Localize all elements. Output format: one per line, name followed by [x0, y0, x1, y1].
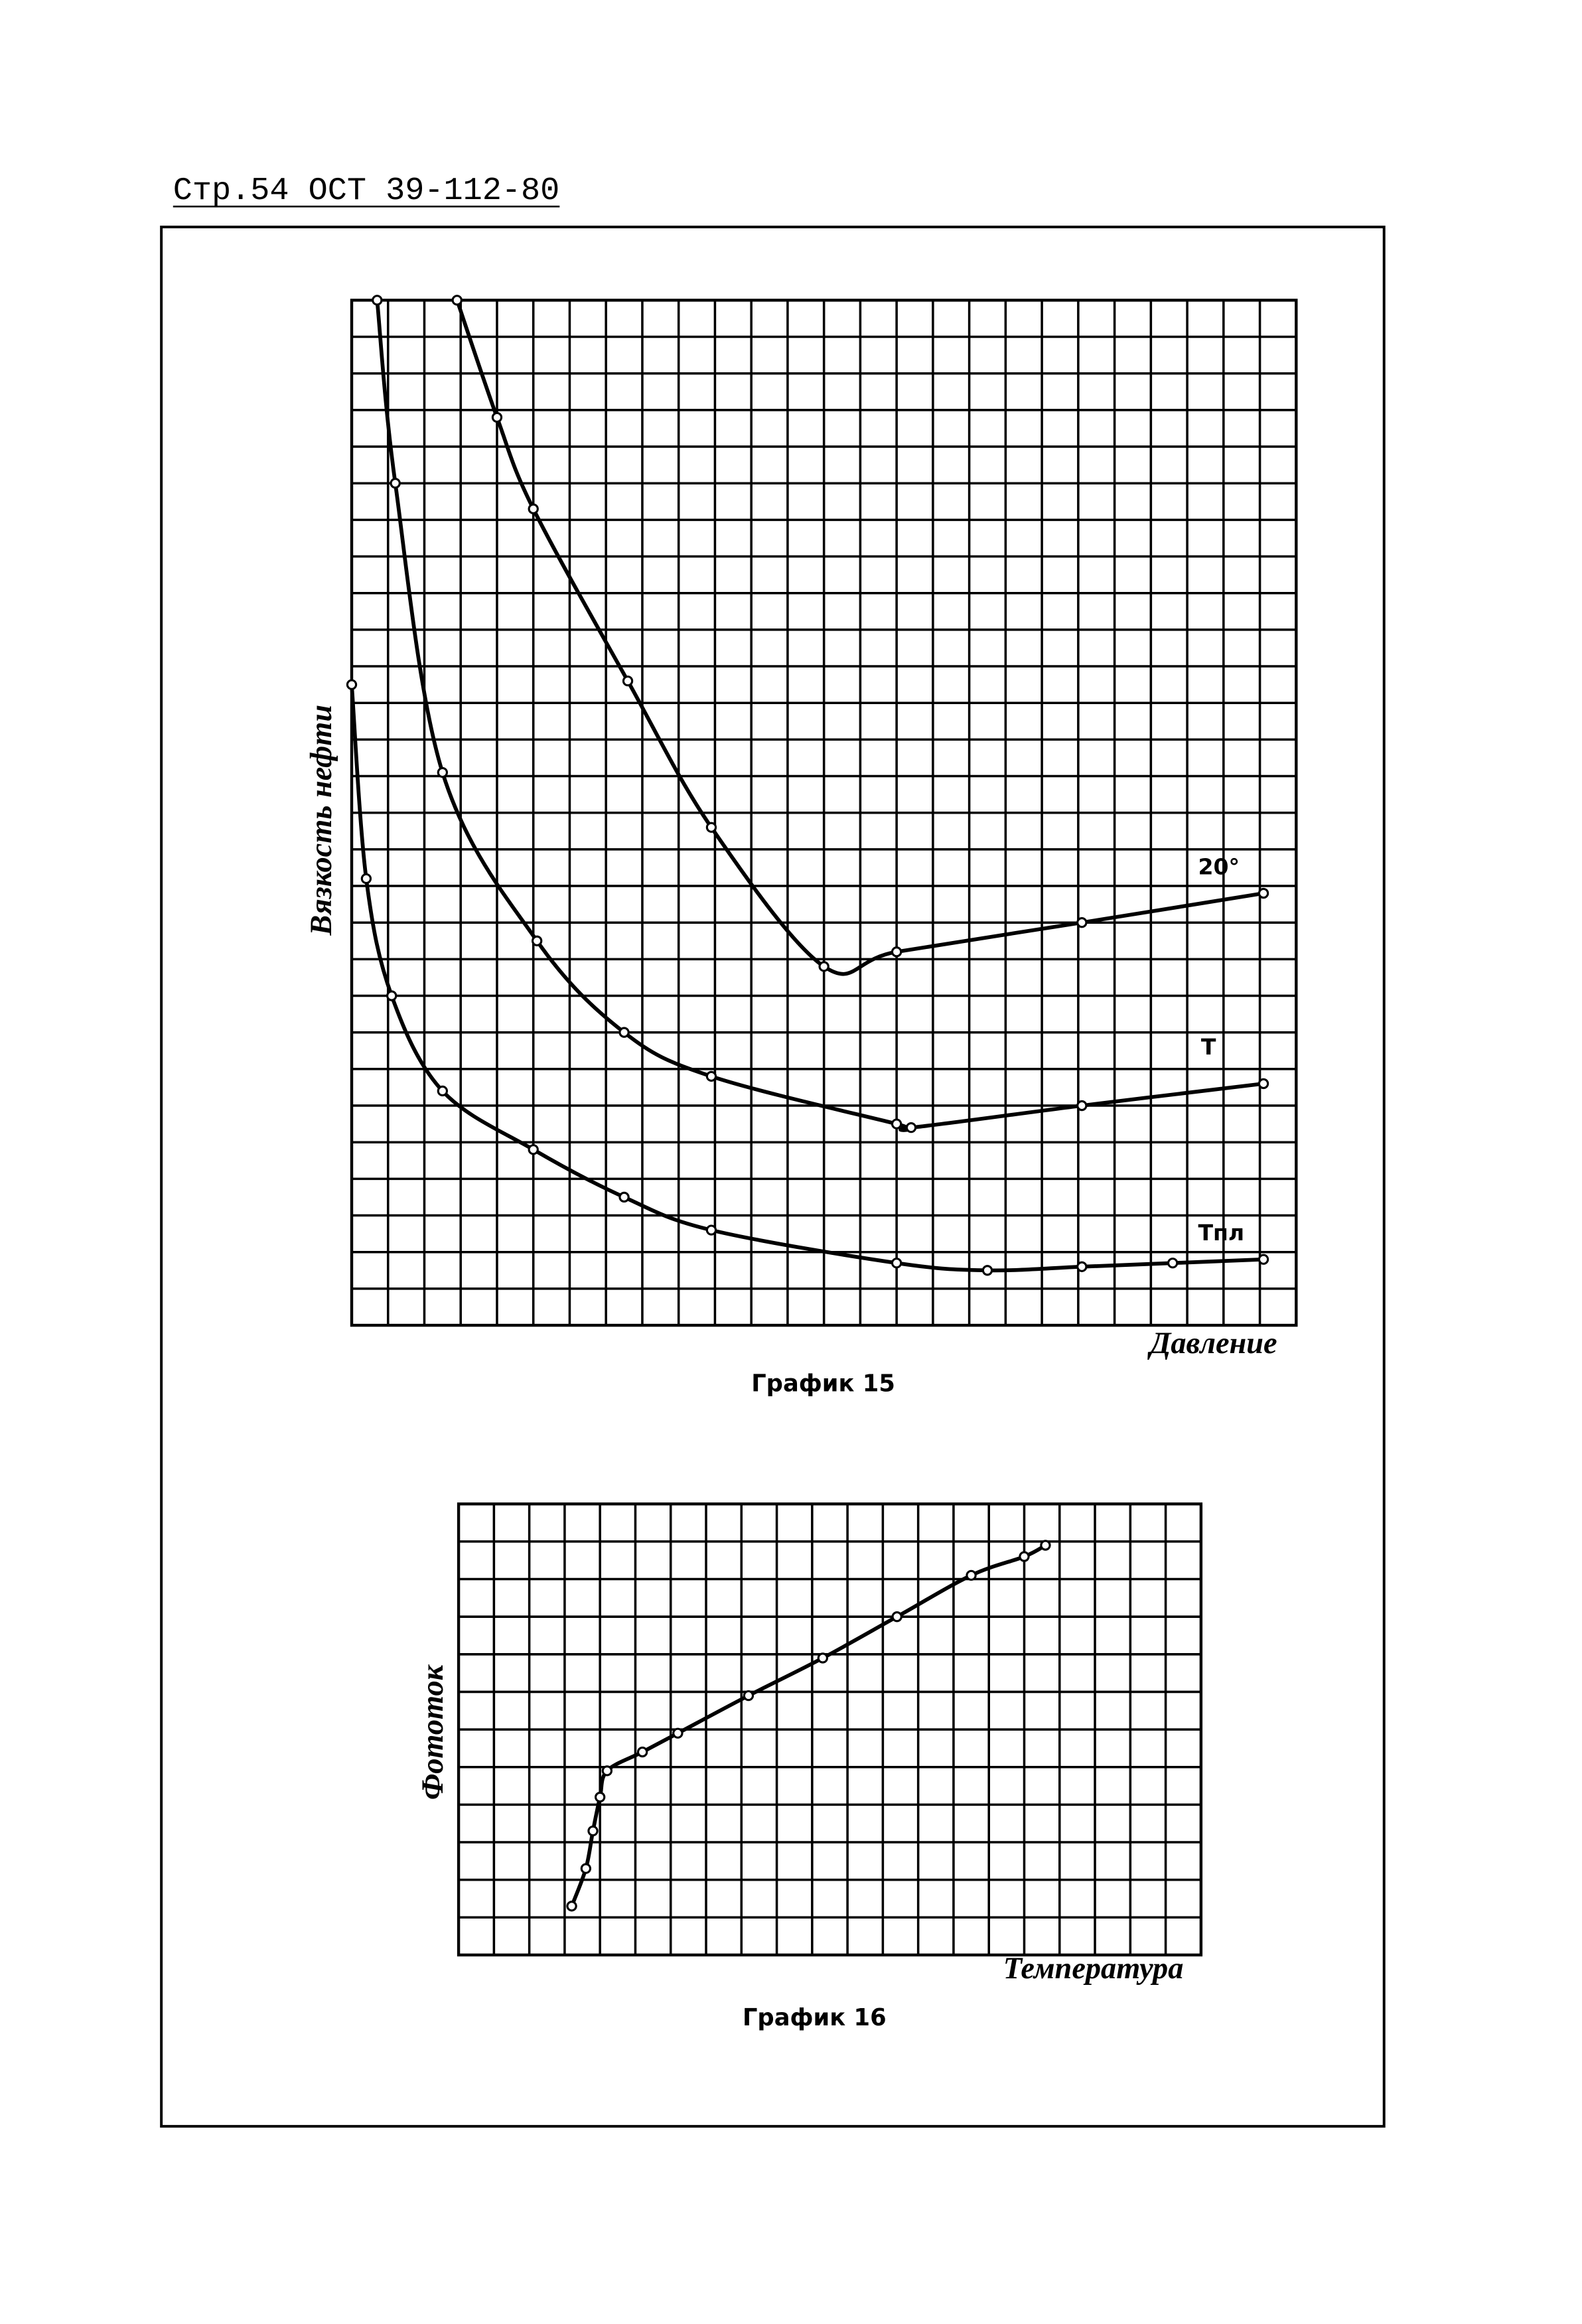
curve-label: Тпл: [1198, 1220, 1244, 1246]
data-point: [817, 1652, 828, 1664]
data-point: [966, 1569, 977, 1581]
data-point: [891, 1611, 902, 1623]
data-point: [386, 990, 397, 1001]
data-point: [618, 1191, 630, 1203]
curve-label: Т: [1201, 1034, 1216, 1060]
data-point: [1258, 1078, 1269, 1090]
data-point: [891, 946, 902, 958]
data-point: [891, 1258, 902, 1269]
data-point: [1076, 1100, 1088, 1112]
data-point: [705, 822, 717, 833]
data-point: [1019, 1551, 1030, 1562]
data-point: [1258, 1254, 1269, 1265]
data-point: [360, 873, 372, 885]
data-point: [528, 503, 539, 514]
data-point: [532, 935, 543, 946]
plot-frame: [350, 299, 1298, 1327]
chart-title: График 15: [751, 1370, 895, 1397]
x-axis-label: Температура: [1003, 1952, 1184, 1986]
data-point: [891, 1118, 902, 1129]
data-point: [390, 478, 401, 489]
data-point: [528, 1144, 539, 1155]
data-point: [1167, 1258, 1179, 1269]
data-point: [580, 1863, 592, 1874]
data-point: [818, 961, 829, 972]
data-point: [491, 411, 503, 423]
data-point: [346, 679, 358, 690]
curve-label: 20°: [1198, 853, 1240, 879]
header: Стр.54 ОСТ 39-112-80: [173, 173, 559, 209]
data-point: [451, 295, 463, 306]
data-point: [1258, 887, 1269, 899]
chart-title: График 16: [743, 2004, 887, 2031]
data-point: [1040, 1540, 1051, 1551]
data-point: [595, 1791, 606, 1803]
plot-frame: [457, 1502, 1203, 1957]
data-point: [601, 1765, 613, 1777]
data-point: [905, 1122, 917, 1133]
data-point: [622, 675, 634, 687]
data-point: [672, 1727, 683, 1739]
curve: [375, 300, 1264, 1132]
data-point: [372, 295, 383, 306]
x-axis-label: Давление: [1147, 1327, 1277, 1360]
data-point: [743, 1690, 755, 1702]
data-point: [618, 1027, 630, 1038]
data-point: [1076, 1261, 1088, 1272]
data-point: [566, 1901, 577, 1912]
y-axis-label: Вязкость нефти: [305, 705, 338, 936]
y-axis-label: Фототок: [416, 1664, 450, 1800]
data-point: [587, 1825, 599, 1837]
data-point: [705, 1070, 717, 1082]
data-point: [636, 1746, 648, 1758]
data-point: [1076, 917, 1088, 928]
data-point: [705, 1224, 717, 1236]
data-point: [437, 1085, 449, 1097]
data-point: [981, 1265, 993, 1276]
page-frame: [160, 226, 1386, 2128]
data-point: [437, 766, 449, 778]
